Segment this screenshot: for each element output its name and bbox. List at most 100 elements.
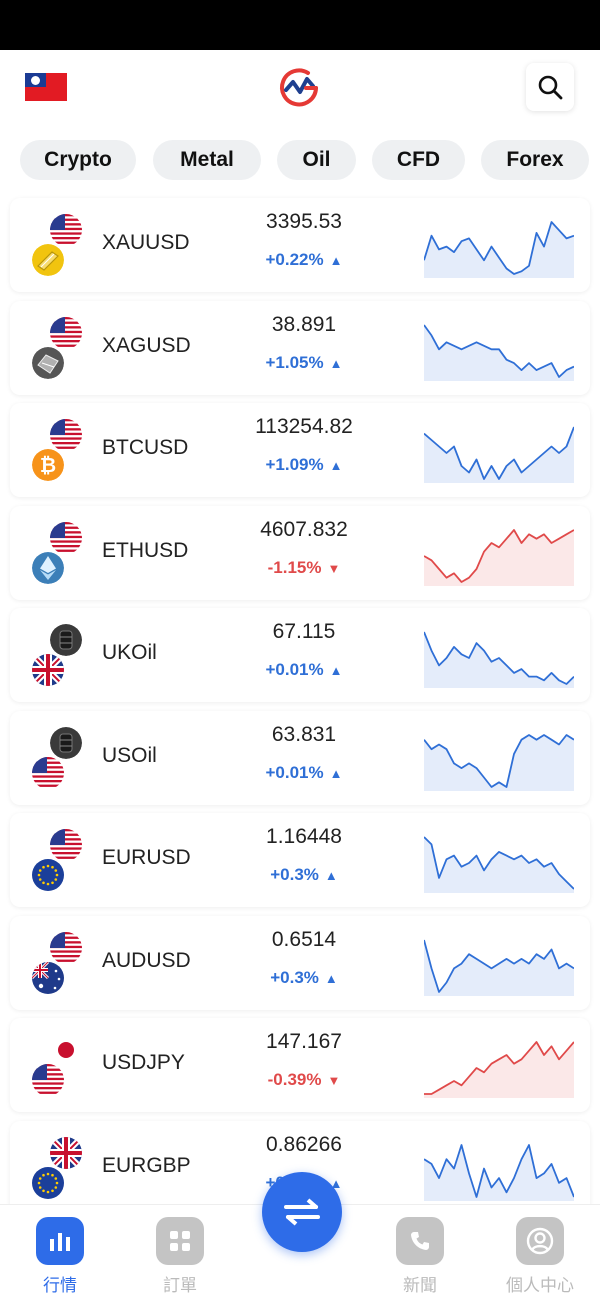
quote-price: 67.115 [272,620,336,643]
nav-item-profile[interactable]: 個人中心 [490,1217,590,1296]
quote-row[interactable]: XAGUSD 38.891 +1.05% ▲ [10,300,590,395]
us-flag-icon [50,419,82,451]
triangle-down-icon: ▼ [327,1073,341,1088]
quote-change-value: +0.22% [265,250,324,269]
au-flag-icon [32,961,64,994]
nav-item-market[interactable]: 行情 [20,1217,100,1296]
sparkline-chart [424,528,574,586]
quote-symbol: AUDUSD [102,948,191,972]
quote-symbol: UKOil [102,641,157,664]
quote-row[interactable]: USOil 63.831 +0.01% ▲ [10,710,590,805]
quote-change: +1.09% ▲ [230,455,378,475]
quote-change: +0.01% ▲ [230,660,378,680]
quote-change-value: +0.3% [270,967,319,987]
sparkline-chart [424,939,574,996]
sparkline-chart [424,1143,574,1201]
triangle-up-icon: ▲ [329,663,343,678]
quote-row[interactable]: AUDUSD 0.6514 +0.3% ▲ [10,915,590,1010]
quote-change: +1.05% ▲ [230,353,378,373]
quote-change-value: +1.09% [265,455,324,474]
nav-item-news[interactable]: 新聞 [380,1217,460,1296]
quote-price: 0.86266 [266,1132,342,1156]
tab-forex[interactable]: Forex [481,140,589,180]
quote-change-value: +0.01% [265,660,324,679]
eu-flag-icon [32,1166,64,1199]
quote-price: 3395.53 [266,210,342,233]
nav-label-market: 行情 [43,1276,77,1296]
uk-flag-icon [32,654,64,686]
us-flag-icon [50,214,82,246]
us-flag-icon [32,1064,64,1096]
quote-symbol: BTCUSD [102,436,189,459]
quote-price: 0.6514 [271,927,337,951]
sparkline-chart [424,733,574,791]
quote-list: XAUUSD 3395.53 +0.22% ▲ XAGUSD 38.891 +1.05% ▲ ₿… [0,192,600,1204]
oil-drum-icon [50,624,82,656]
quote-change: +0.3% ▲ [230,968,378,988]
us-flag-icon [32,756,64,789]
quote-price: 1.16448 [266,825,342,848]
quote-symbol: USDJPY [102,1051,185,1074]
quote-row[interactable]: EURUSD 1.16448 +0.3% ▲ [10,813,590,907]
tab-crypto[interactable]: Crypto [20,140,136,180]
tab-cfd[interactable]: CFD [372,140,465,180]
quote-change-value: +1.05% [265,352,324,372]
quote-price: 38.891 [271,312,337,336]
triangle-up-icon: ▲ [324,868,338,883]
triangle-up-icon: ▲ [329,355,343,371]
sparkline-chart [424,836,574,893]
sparkline-chart [424,323,574,381]
quote-change: +0.3% ▲ [230,865,378,885]
us-flag-icon [50,316,82,349]
quote-price: 113254.82 [255,415,353,438]
taiwan-flag-icon[interactable] [25,73,67,101]
nav-label-orders: 訂單 [163,1276,197,1296]
silver-icon [32,346,64,379]
phone-icon [396,1217,444,1265]
search-icon [538,75,563,100]
gold-icon [32,244,64,276]
quote-symbol: EURGBP [102,1153,191,1177]
sparkline-chart [424,631,574,688]
nav-item-orders[interactable]: 訂單 [140,1217,220,1296]
quote-change: -0.39% ▼ [230,1070,378,1090]
quote-change: -1.15% ▼ [230,558,378,578]
triangle-up-icon: ▲ [329,253,343,268]
nav-label-profile: 個人中心 [506,1276,574,1296]
quote-row[interactable]: XAUUSD 3395.53 +0.22% ▲ [10,198,590,292]
quote-change-value: -0.39% [267,1070,322,1089]
quote-price: 147.167 [266,1030,342,1053]
quote-symbol: EURUSD [102,846,191,869]
category-tabs: Crypto Metal Oil CFD Forex [0,140,600,182]
bitcoin-icon: ₿ [32,449,64,481]
nav-label-news: 新聞 [403,1276,437,1296]
quote-symbol: XAUUSD [102,231,190,254]
quote-change: +0.01% ▲ [230,763,378,783]
triangle-up-icon: ▲ [324,970,338,986]
quote-row[interactable]: ETHUSD 4607.832 -1.15% ▼ [10,505,590,600]
user-icon [516,1217,564,1265]
quote-row[interactable]: ₿ BTCUSD 113254.82 +1.09% ▲ [10,403,590,497]
sparkline-chart [424,221,574,278]
swap-button[interactable] [262,1172,342,1252]
triangle-down-icon: ▼ [327,560,341,576]
quote-change-value: +0.01% [265,762,324,782]
eu-flag-icon [32,859,64,891]
bottom-nav: 行情 訂單 新聞 個人中心 [0,1204,600,1300]
search-button[interactable] [526,63,574,111]
jp-flag-icon [50,1034,82,1066]
tab-oil[interactable]: Oil [277,140,356,180]
quote-row[interactable]: UKOil 67.115 +0.01% ▲ [10,608,590,702]
quote-symbol: USOil [102,743,157,767]
svg-text:₿: ₿ [40,453,56,477]
us-flag-icon [50,829,82,861]
brand-logo-icon [280,68,318,107]
tab-metal[interactable]: Metal [153,140,261,180]
us-flag-icon [50,521,82,554]
quote-change-value: +0.3% [270,865,319,884]
us-flag-icon [50,931,82,964]
status-bar [0,0,600,50]
quote-price: 63.831 [271,722,337,746]
sparkline-chart [424,1041,574,1098]
quote-row[interactable]: USDJPY 147.167 -0.39% ▼ [10,1018,590,1112]
